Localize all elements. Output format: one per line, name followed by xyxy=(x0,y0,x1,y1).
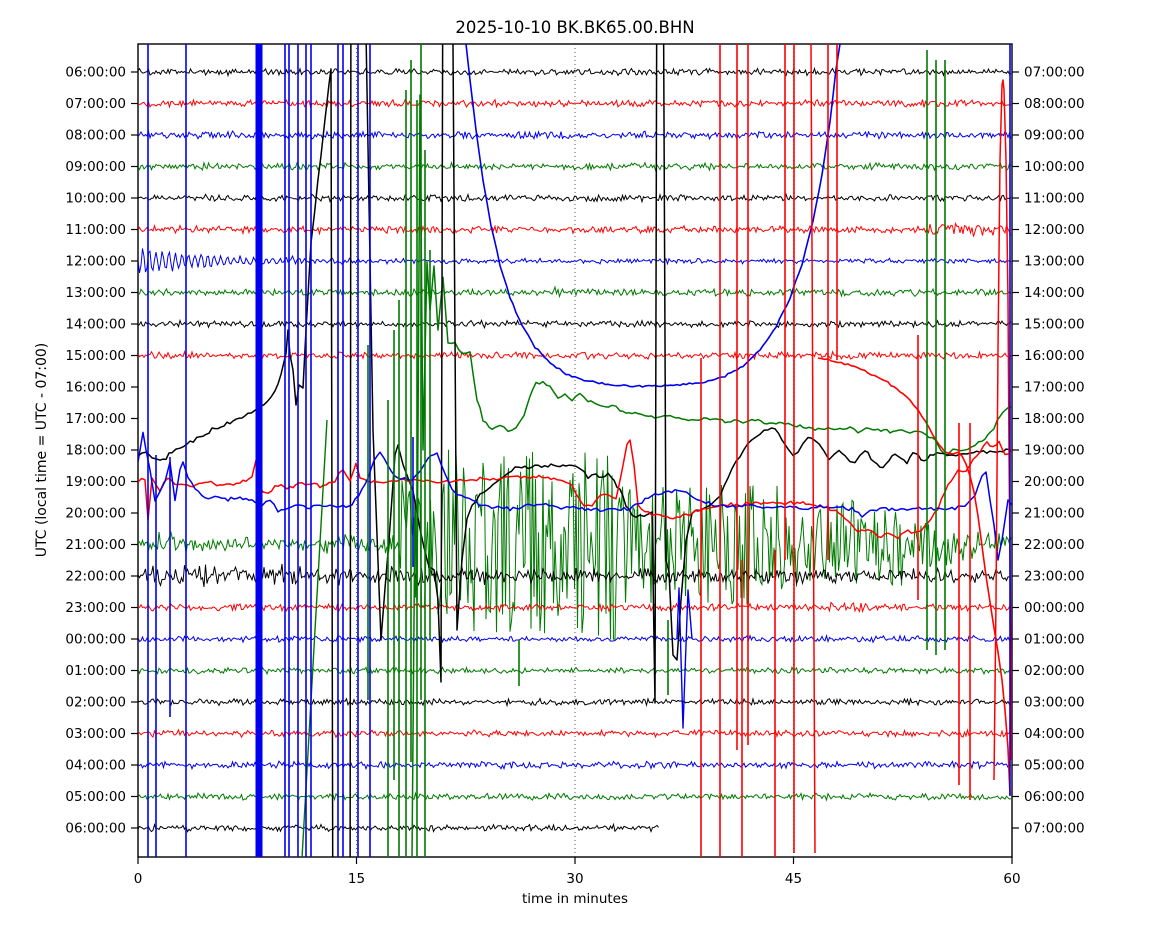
local-label-16: 23:00:00 xyxy=(1024,569,1085,585)
local-label-10: 17:00:00 xyxy=(1024,380,1085,396)
trace-row-12:00:00 xyxy=(138,248,1012,273)
local-label-1: 08:00:00 xyxy=(1024,96,1085,112)
local-label-19: 02:00:00 xyxy=(1024,663,1085,679)
red-diagonal-spike xyxy=(810,44,816,854)
utc-label-24: 06:00:00 xyxy=(65,821,126,837)
utc-label-13: 19:00:00 xyxy=(65,474,126,490)
local-label-8: 15:00:00 xyxy=(1024,317,1085,333)
utc-label-15: 21:00:00 xyxy=(65,537,126,553)
local-label-2: 09:00:00 xyxy=(1024,128,1085,144)
trace-row-13:00:00 xyxy=(138,285,1012,299)
x-tick-label-15: 15 xyxy=(348,871,365,887)
utc-label-16: 22:00:00 xyxy=(65,569,126,585)
trace-row-09:00:00 xyxy=(138,161,1012,172)
local-label-17: 00:00:00 xyxy=(1024,600,1085,616)
utc-label-6: 12:00:00 xyxy=(65,254,126,270)
utc-label-17: 23:00:00 xyxy=(65,600,126,616)
trace-row-11:00:00 xyxy=(138,221,1012,237)
trace-row-04:00:00 xyxy=(138,760,1012,771)
trace-row-03:00:00 xyxy=(138,728,1012,739)
trace-row-01:00:00 xyxy=(138,665,1012,676)
utc-label-11: 17:00:00 xyxy=(65,411,126,427)
local-label-18: 01:00:00 xyxy=(1024,632,1085,648)
utc-label-1: 07:00:00 xyxy=(65,96,126,112)
red-wander-19utc xyxy=(138,439,1012,540)
local-label-22: 05:00:00 xyxy=(1024,758,1085,774)
utc-label-21: 03:00:00 xyxy=(65,726,126,742)
trace-row-06:00:00 xyxy=(138,66,1012,78)
x-tick-label-45: 45 xyxy=(785,871,802,887)
utc-label-9: 15:00:00 xyxy=(65,348,126,364)
y-axis-label: UTC (local time = UTC - 07:00) xyxy=(34,343,50,558)
x-tick-label-30: 30 xyxy=(566,871,583,887)
trace-area xyxy=(138,44,1012,857)
trace-row-15:00:00 xyxy=(138,350,1012,361)
local-label-15: 22:00:00 xyxy=(1024,537,1085,553)
local-label-13: 20:00:00 xyxy=(1024,474,1085,490)
utc-label-7: 13:00:00 xyxy=(65,285,126,301)
utc-label-14: 20:00:00 xyxy=(65,506,126,522)
blue-vee-00utc xyxy=(676,587,693,729)
trace-row-00:00:00 xyxy=(138,633,1012,644)
local-label-5: 12:00:00 xyxy=(1024,222,1085,238)
green-event-17utc xyxy=(411,94,1012,857)
utc-label-19: 01:00:00 xyxy=(65,663,126,679)
trace-row-08:00:00 xyxy=(138,129,1012,141)
utc-label-0: 06:00:00 xyxy=(65,65,126,81)
local-label-23: 06:00:00 xyxy=(1024,789,1085,805)
x-tick-label-60: 60 xyxy=(1003,871,1020,887)
trace-row-23:00:00 xyxy=(138,601,1012,614)
utc-label-12: 18:00:00 xyxy=(65,443,126,459)
local-label-3: 10:00:00 xyxy=(1024,159,1085,175)
blue-ucurve-16utc xyxy=(465,44,841,388)
trace-row-07:00:00 xyxy=(138,98,1012,109)
red-fall-15utc xyxy=(817,357,1011,796)
local-label-20: 03:00:00 xyxy=(1024,695,1085,711)
trace-row-10:00:00 xyxy=(138,192,1012,204)
local-label-11: 18:00:00 xyxy=(1024,411,1085,427)
local-label-7: 14:00:00 xyxy=(1024,285,1085,301)
local-label-24: 07:00:00 xyxy=(1024,821,1085,837)
local-label-9: 16:00:00 xyxy=(1024,348,1085,364)
black-wander-18utc xyxy=(138,44,1012,857)
local-label-12: 19:00:00 xyxy=(1024,443,1085,459)
x-axis-label: time in minutes xyxy=(522,891,628,907)
utc-label-10: 16:00:00 xyxy=(65,380,126,396)
utc-label-22: 04:00:00 xyxy=(65,758,126,774)
utc-label-23: 05:00:00 xyxy=(65,789,126,805)
local-label-21: 04:00:00 xyxy=(1024,726,1085,742)
local-label-4: 11:00:00 xyxy=(1024,191,1085,207)
local-label-0: 07:00:00 xyxy=(1024,65,1085,81)
utc-label-8: 14:00:00 xyxy=(65,317,126,333)
utc-label-3: 09:00:00 xyxy=(65,159,126,175)
utc-label-5: 11:00:00 xyxy=(65,222,126,238)
trace-row-02:00:00 xyxy=(138,696,1012,708)
trace-row-22:00:00 xyxy=(138,563,1012,588)
trace-row-21:00:00 xyxy=(138,449,1012,640)
trace-row-14:00:00 xyxy=(138,318,1012,330)
local-label-14: 21:00:00 xyxy=(1024,506,1085,522)
blue-wander-20utc xyxy=(138,431,1012,561)
local-label-6: 13:00:00 xyxy=(1024,254,1085,270)
trace-row-05:00:00 xyxy=(138,791,1012,802)
utc-label-2: 08:00:00 xyxy=(65,128,126,144)
utc-label-4: 10:00:00 xyxy=(65,191,126,207)
utc-label-18: 00:00:00 xyxy=(65,632,126,648)
x-tick-label-0: 0 xyxy=(134,871,143,887)
chart-title: 2025-10-10 BK.BK65.00.BHN xyxy=(455,18,694,37)
utc-label-20: 02:00:00 xyxy=(65,695,126,711)
